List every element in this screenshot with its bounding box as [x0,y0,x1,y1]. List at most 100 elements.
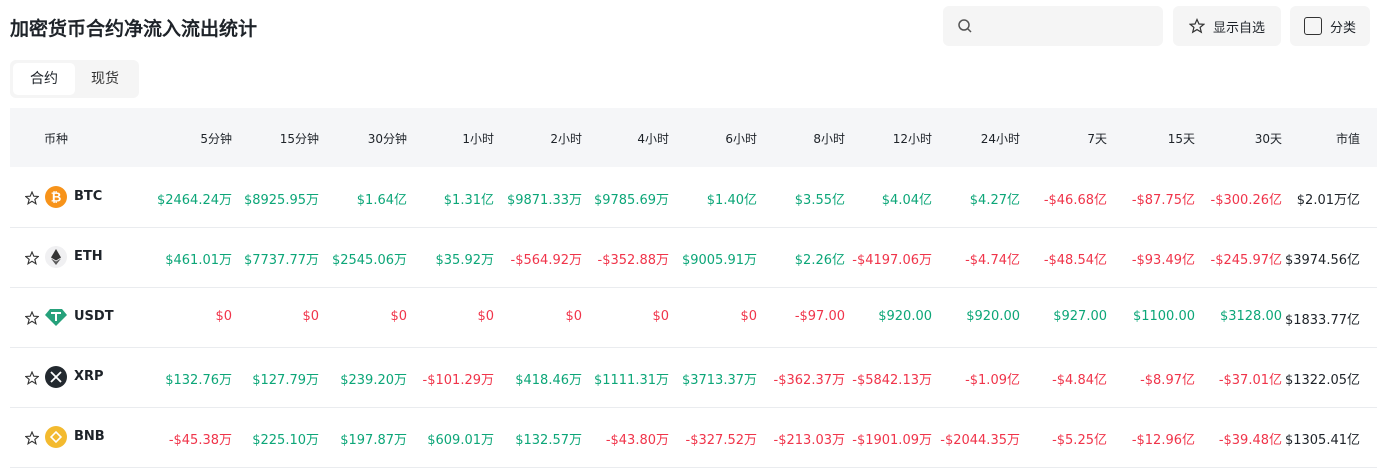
column-header: 5分钟 [200,132,232,146]
column-header: 2小时 [550,132,582,146]
coin-icon [45,426,67,448]
table-cell: $1100.00 [1132,309,1195,324]
table-cell: -$4.74亿 [965,253,1020,268]
table-cell: $920.00 [966,309,1020,324]
column-header: 1小时 [462,132,494,146]
table-cell: -$5.25亿 [1052,433,1107,448]
table-cell: $239.20万 [340,373,407,388]
category-button[interactable]: 分类 [1290,6,1370,46]
search-box[interactable] [943,6,1163,46]
favorite-star[interactable] [24,190,40,206]
table-cell: -$48.54亿 [1043,253,1107,268]
table-cell: -$300.26亿 [1210,193,1282,208]
table-cell: $2.01万亿 [1296,193,1360,208]
table-cell: $9871.33万 [506,193,582,208]
table-cell: $3.55亿 [794,193,845,208]
column-header: 15天 [1167,132,1195,146]
table-cell: -$37.01亿 [1218,373,1282,388]
table-cell: $132.76万 [165,373,232,388]
table-cell: $1305.41亿 [1284,433,1360,448]
favorite-star[interactable] [24,370,40,386]
table-cell: $927.00 [1053,309,1107,324]
favorite-star[interactable] [24,310,40,326]
table-cell: -$352.88万 [597,253,669,268]
coin-name: USDT [74,309,114,324]
table-row [10,287,1377,348]
table-cell: $920.00 [878,309,932,324]
page-title: 加密货币合约净流入流出统计 [10,18,258,40]
table-cell: $35.92万 [435,253,495,268]
table-cell: -$8.97亿 [1140,373,1195,388]
table-cell: $7737.77万 [243,253,319,268]
table-cell: -$245.97亿 [1210,253,1282,268]
column-header: 12小时 [892,132,932,146]
table-cell: $127.79万 [252,373,319,388]
button-label: 显示自选 [1212,20,1265,36]
table-cell: $4.04亿 [881,193,932,208]
table-cell: $9005.91万 [681,253,757,268]
table-row [10,347,1377,408]
table-cell: $1833.77亿 [1284,313,1360,328]
search-icon [958,19,972,33]
favorite-star[interactable] [24,250,40,266]
table-cell: $0 [390,309,407,324]
checkbox [1303,17,1322,35]
table-cell: $2.26亿 [794,253,845,268]
table-cell: -$2044.35万 [940,433,1020,448]
table-cell: $0 [740,309,757,324]
table-header [10,108,1377,167]
column-header: 7天 [1087,132,1107,146]
coin-icon [45,366,67,388]
column-header: 30天 [1254,132,1282,146]
coin-icon [45,306,67,328]
table-cell: $461.01万 [165,253,232,268]
coin-name: BNB [74,429,105,444]
coin-name: XRP [74,369,104,384]
table-row [10,227,1377,288]
table-cell: $1111.31万 [593,373,669,388]
table-cell: $1322.05亿 [1284,373,1360,388]
column-header: 24小时 [980,132,1020,146]
table-cell: -$5842.13万 [852,373,932,388]
table-cell: $418.46万 [515,373,582,388]
table-cell: -$101.29万 [422,373,494,388]
tab-active[interactable]: 合约 [13,63,75,95]
column-header: 8小时 [813,132,845,146]
column-header: 市值 [1335,132,1360,146]
table-cell: $132.57万 [515,433,582,448]
table-cell: -$1901.09万 [852,433,932,448]
table-cell: $609.01万 [427,433,494,448]
table-cell: $2464.24万 [156,193,232,208]
column-header: 30分钟 [367,132,407,146]
table-cell: $1.40亿 [706,193,757,208]
table-cell: -$46.68亿 [1043,193,1107,208]
tab-bar: 合约 现货 [10,60,139,98]
coin-name: ETH [74,249,103,264]
table-cell: -$43.80万 [605,433,669,448]
table-cell: $0 [652,309,669,324]
coin-icon: ₿ [45,186,67,208]
table-cell: -$39.48亿 [1218,433,1282,448]
table-cell: $2545.06万 [331,253,407,268]
column-header: 4小时 [637,132,669,146]
table-cell: $197.87万 [340,433,407,448]
tab[interactable]: 现货 [91,71,119,87]
table-cell: $0 [477,309,494,324]
button-label: 分类 [1329,20,1356,36]
table-cell: -$213.03万 [773,433,845,448]
table-cell: $0 [302,309,319,324]
table-cell: -$362.37万 [773,373,845,388]
table-cell: -$45.38万 [168,433,232,448]
table-cell: -$97.00 [794,309,845,324]
star-icon [1188,18,1205,34]
coin-icon [45,246,67,268]
table-row [10,167,1377,228]
table-cell: -$4.84亿 [1052,373,1107,388]
coin-name: BTC [74,189,103,204]
favorites-button[interactable]: 显示自选 [1173,6,1281,46]
table-cell: $1.31亿 [443,193,494,208]
table-cell: -$12.96亿 [1131,433,1195,448]
favorite-star[interactable] [24,430,40,446]
table-cell: -$327.52万 [685,433,757,448]
